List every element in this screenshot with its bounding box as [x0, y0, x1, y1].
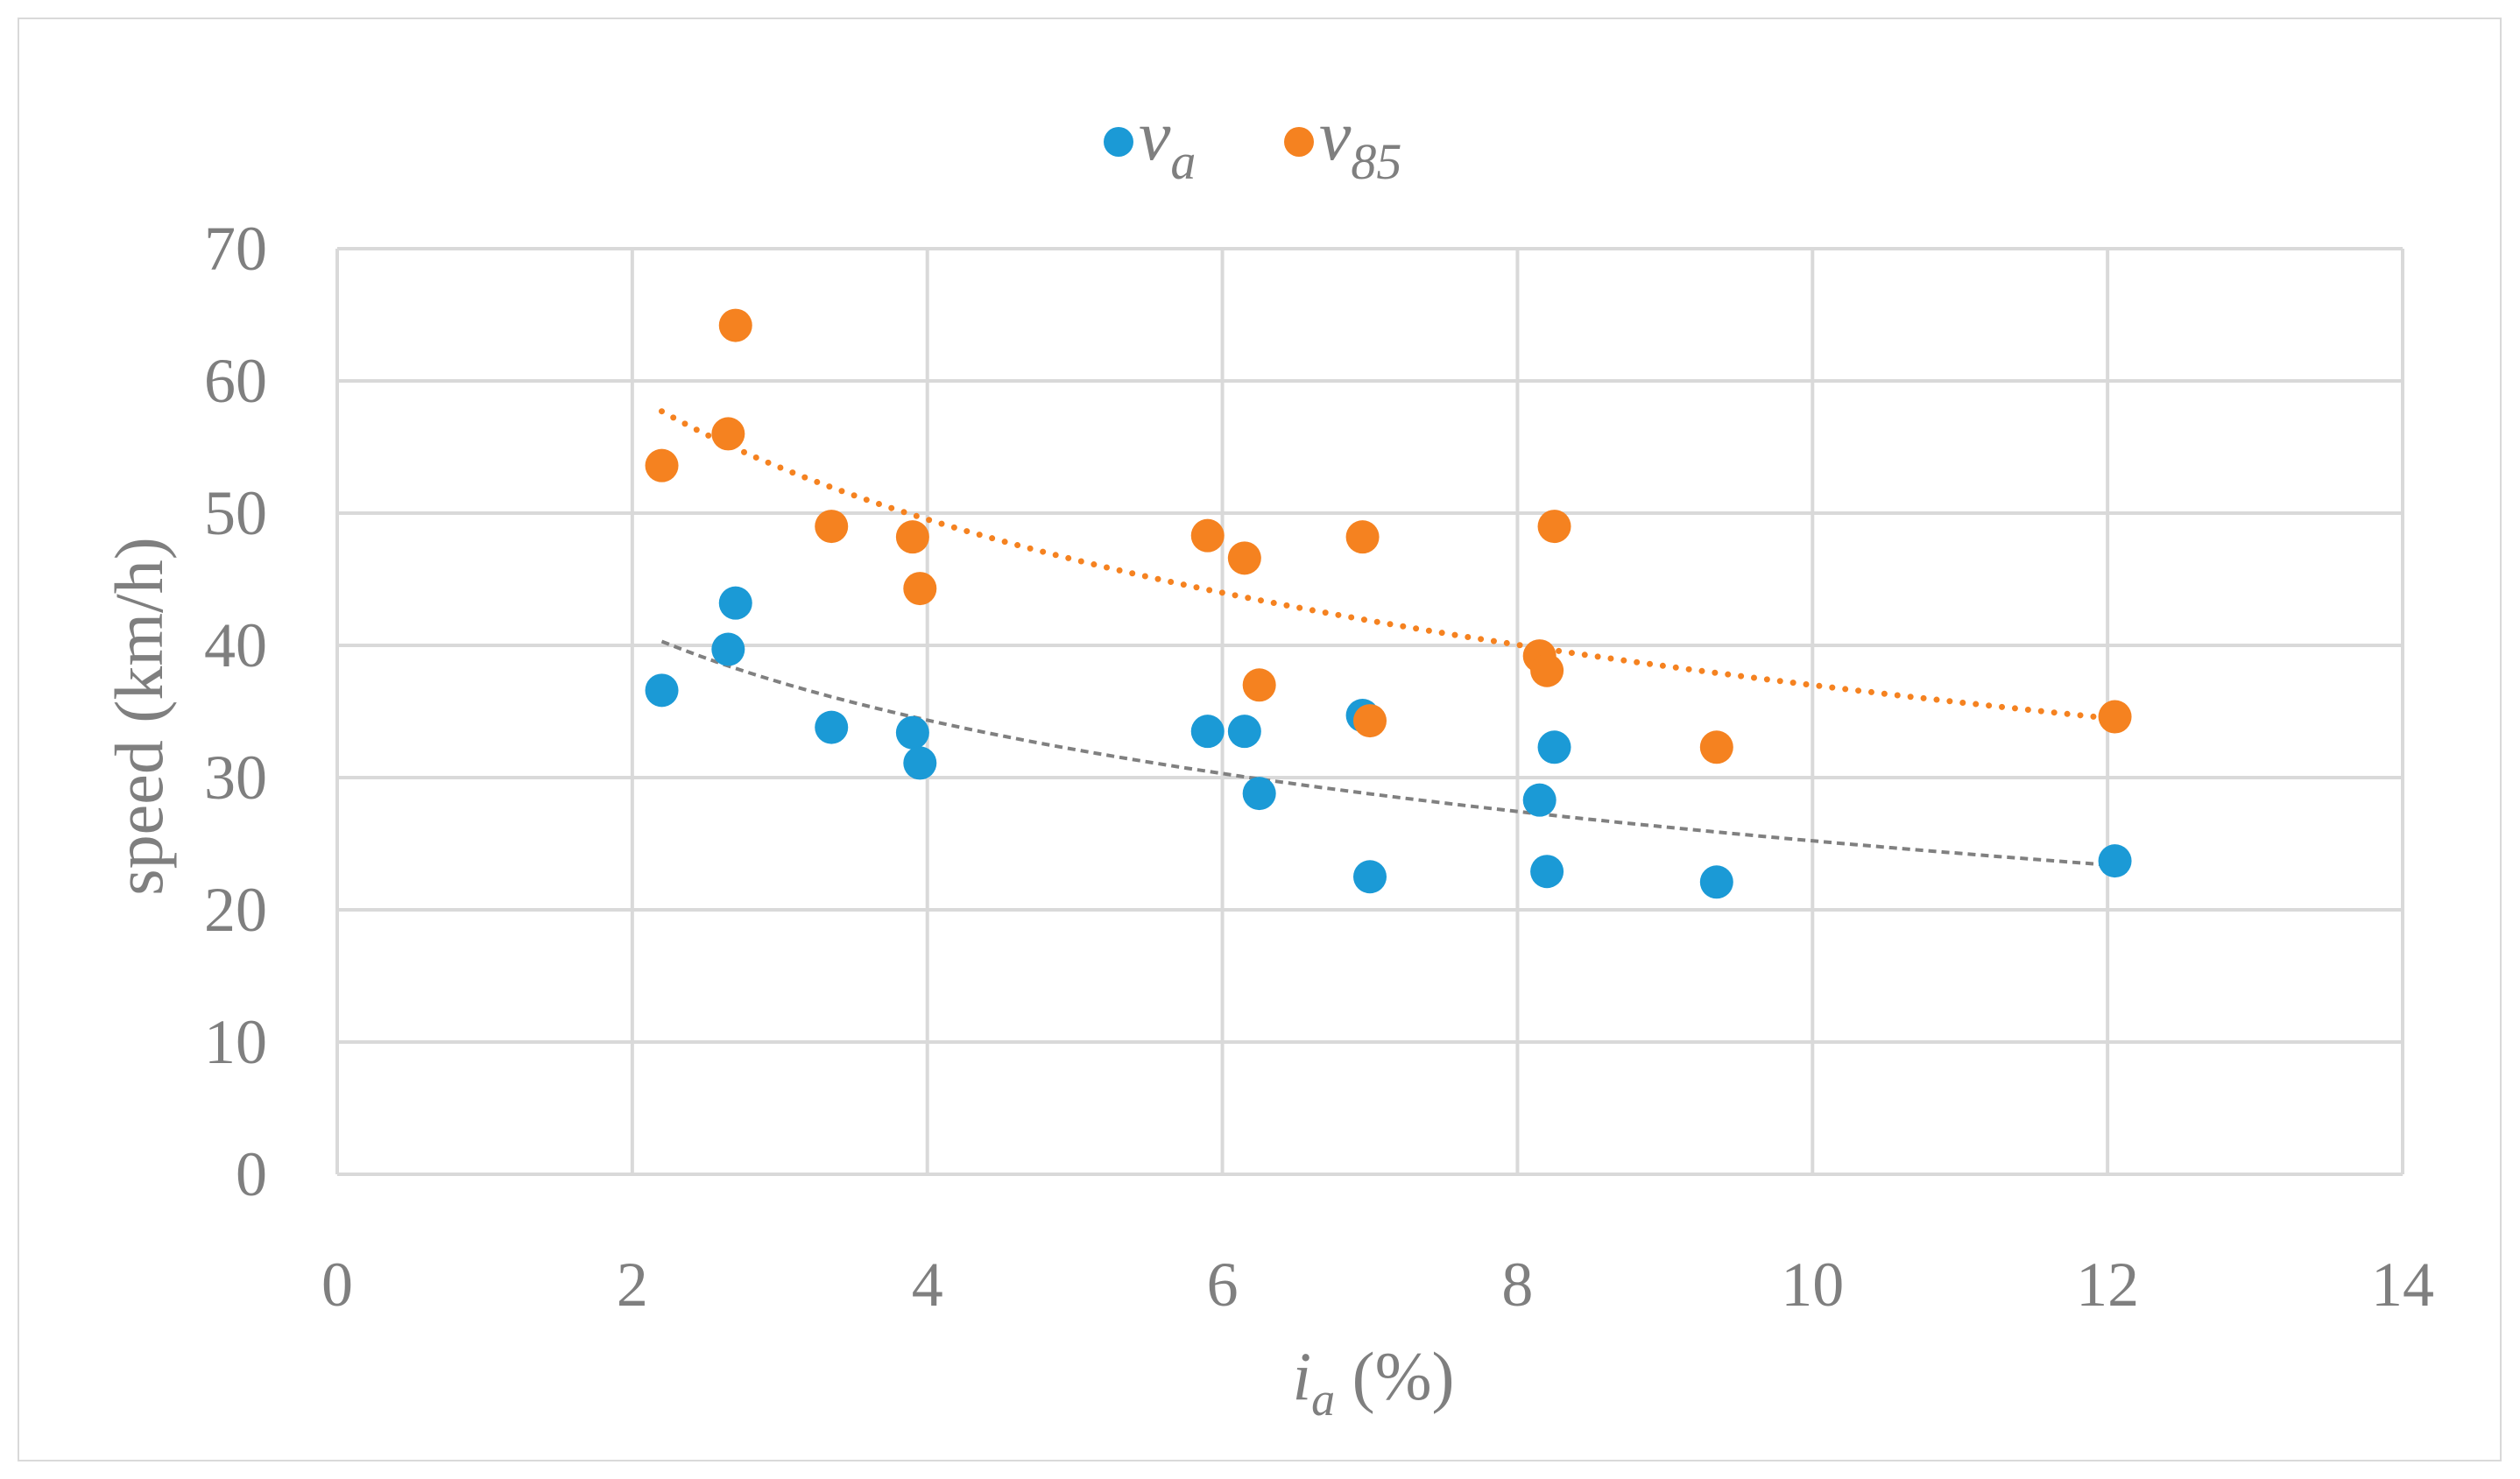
point-va	[1537, 730, 1571, 764]
point-v85	[1345, 520, 1380, 554]
point-va	[711, 632, 745, 666]
point-v85	[711, 417, 745, 451]
point-v85	[1530, 653, 1564, 687]
point-va	[1522, 783, 1556, 817]
trendline-va	[660, 639, 2108, 867]
legend-label-v85: v85	[1319, 95, 1401, 190]
y-axis-ticks: 0 10 20 30 40 50 60 70	[204, 214, 267, 1209]
x-tick-label: 12	[2076, 1250, 2139, 1320]
y-tick-label: 40	[204, 610, 267, 680]
point-v85	[645, 448, 679, 482]
y-tick-label: 10	[204, 1007, 267, 1077]
point-v85	[1353, 704, 1387, 738]
x-tick-label: 14	[2371, 1250, 2434, 1320]
y-tick-label: 60	[204, 346, 267, 416]
point-va	[1242, 777, 1276, 811]
y-axis-title: speed (km/h)	[101, 537, 177, 895]
y-tick-label: 70	[204, 214, 267, 284]
x-axis-title: ia (%)	[1292, 1338, 1454, 1426]
x-axis-ticks: 0 2 4 6 8 10 12 14	[321, 1250, 2434, 1320]
x-tick-label: 4	[912, 1250, 943, 1320]
chart-frame	[18, 18, 2502, 1461]
point-va	[1353, 860, 1387, 894]
point-va	[1699, 865, 1733, 899]
y-tick-label: 0	[236, 1139, 267, 1209]
point-v85	[2098, 700, 2132, 734]
point-v85	[1537, 510, 1571, 544]
x-tick-label: 8	[1501, 1250, 1533, 1320]
point-va	[645, 673, 679, 708]
point-v85	[1242, 668, 1276, 702]
point-v85	[1699, 730, 1733, 764]
point-va	[1190, 715, 1225, 749]
point-v85	[1227, 541, 1261, 575]
point-va	[815, 710, 849, 744]
x-tick-label: 10	[1781, 1250, 1844, 1320]
y-tick-label: 20	[204, 875, 267, 945]
point-va	[895, 715, 929, 750]
point-va	[1227, 715, 1261, 749]
point-v85	[895, 520, 929, 554]
point-v85	[1190, 518, 1225, 553]
trendlines	[659, 408, 2111, 867]
data-points	[645, 308, 2132, 899]
legend-label-va: va	[1139, 95, 1196, 190]
gridlines	[335, 247, 2404, 1176]
point-va	[1530, 855, 1564, 889]
legend-marker-v85	[1284, 127, 1314, 157]
point-v85	[903, 572, 937, 606]
legend-marker-va	[1104, 127, 1133, 157]
point-v85	[815, 510, 849, 544]
legend: va v85	[1104, 95, 1401, 190]
point-va	[718, 586, 752, 620]
y-tick-label: 50	[204, 478, 267, 548]
x-tick-label: 6	[1207, 1250, 1239, 1320]
y-tick-label: 30	[204, 743, 267, 813]
point-va	[903, 746, 937, 780]
trendline-v85	[659, 408, 2111, 722]
x-tick-label: 0	[321, 1250, 353, 1320]
point-v85	[718, 308, 752, 342]
x-tick-label: 2	[617, 1250, 648, 1320]
point-va	[2098, 844, 2132, 878]
